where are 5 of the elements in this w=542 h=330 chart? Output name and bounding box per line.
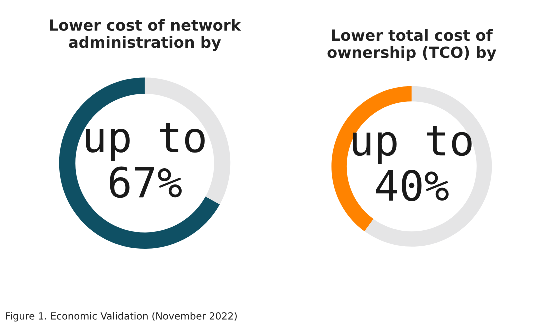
data-label: up to 67% [86, 123, 205, 198]
chart-title: Lower total cost of ownership (TCO) by [328, 29, 496, 62]
chart-title: Lower cost of network administration by [50, 19, 242, 52]
caption: Figure 1. Economic Validation (November 2022) [6, 312, 237, 322]
data-label: up to 40% [353, 126, 472, 202]
